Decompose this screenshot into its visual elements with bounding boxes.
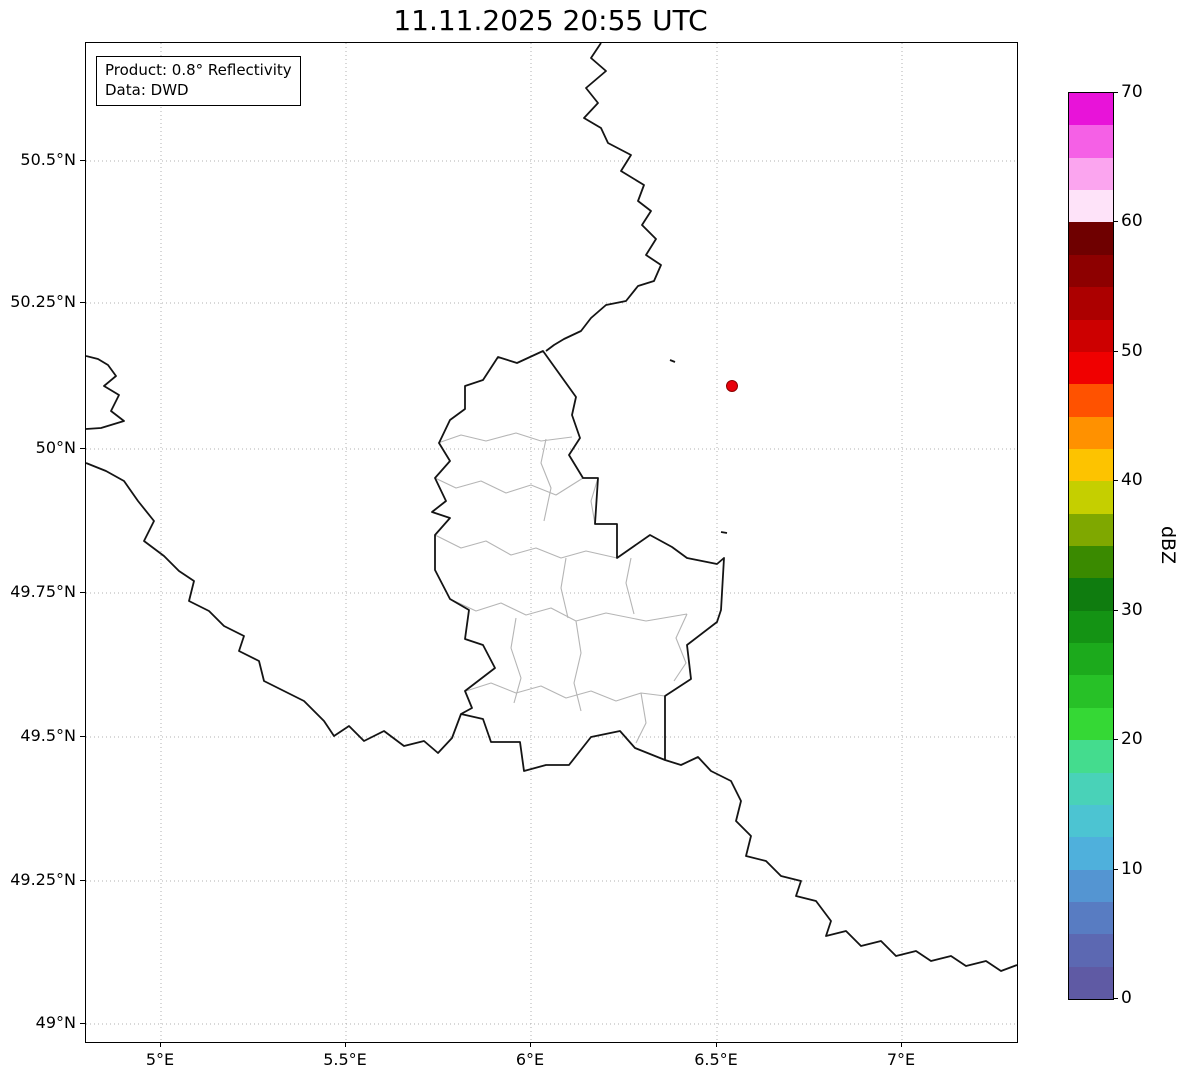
colorbar-band xyxy=(1069,901,1113,935)
canton-border xyxy=(635,692,647,744)
y-axis-tick-label: 49°N xyxy=(35,1013,76,1032)
x-axis-tick-label: 6.5°E xyxy=(694,1050,738,1069)
x-axis-tickmark xyxy=(901,1042,902,1047)
canton-border xyxy=(540,438,552,522)
colorbar-tick-label: 50 xyxy=(1121,340,1143,361)
colorbar-band xyxy=(1069,513,1113,547)
y-axis-tick-label: 49.5°N xyxy=(20,726,76,745)
colorbar-tick-label: 40 xyxy=(1121,470,1143,491)
x-axis-tick-label: 6°E xyxy=(515,1050,545,1069)
x-axis-tickmark xyxy=(530,1042,531,1047)
product-line: Product: 0.8° Reflectivity xyxy=(105,61,292,79)
colorbar xyxy=(1068,92,1114,1000)
colorbar-tickmark xyxy=(1113,221,1118,223)
canton-border xyxy=(465,682,666,702)
luxembourg-border xyxy=(431,350,725,772)
colorbar-tickmark xyxy=(1113,350,1118,352)
colorbar-band xyxy=(1069,222,1113,255)
colorbar-band xyxy=(1069,869,1113,902)
colorbar-band xyxy=(1069,157,1113,191)
colorbar-tick-label: 0 xyxy=(1121,988,1132,1008)
colorbar-band xyxy=(1069,675,1113,708)
colorbar-band xyxy=(1069,384,1113,417)
y-axis-tickmark xyxy=(80,736,85,737)
national-border xyxy=(669,359,676,363)
colorbar-tick-label: 30 xyxy=(1121,599,1143,620)
canton-border xyxy=(510,617,522,704)
colorbar-tickmark xyxy=(1113,480,1118,482)
x-axis-tickmark xyxy=(160,1042,161,1047)
colorbar-band xyxy=(1069,287,1113,320)
data-source-line: Data: DWD xyxy=(105,81,189,100)
y-axis-tick-label: 49.75°N xyxy=(10,582,76,601)
colorbar-band xyxy=(1069,837,1113,870)
colorbar-band xyxy=(1069,578,1113,611)
x-axis-tickmark xyxy=(716,1042,717,1047)
colorbar-band xyxy=(1069,351,1113,385)
canton-border xyxy=(434,534,618,559)
x-axis-tick-label: 7°E xyxy=(886,1050,916,1069)
colorbar-band xyxy=(1069,254,1113,288)
x-axis-tick-label: 5°E xyxy=(145,1050,175,1069)
y-axis-tickmark xyxy=(80,448,85,449)
colorbar-tickmark xyxy=(1113,998,1118,999)
figure-title: 11.11.2025 20:55 UTC xyxy=(393,4,708,37)
colorbar-band xyxy=(1069,416,1113,449)
colorbar-tickmark xyxy=(1113,609,1118,611)
y-axis-tickmark xyxy=(80,592,85,593)
canton-border xyxy=(560,557,569,619)
colorbar-band xyxy=(1069,934,1113,967)
canton-border xyxy=(434,477,584,496)
y-axis-tick-label: 50.5°N xyxy=(20,150,76,169)
colorbar-band xyxy=(1069,448,1113,482)
y-axis-tickmark xyxy=(80,160,85,161)
colorbar-tick-label: 20 xyxy=(1121,729,1143,750)
x-axis-tickmark xyxy=(345,1042,346,1047)
y-axis-tick-label: 50°N xyxy=(35,438,76,457)
map-plot: Product: 0.8° Reflectivity Data: DWD xyxy=(85,42,1018,1043)
colorbar-band xyxy=(1069,740,1113,773)
colorbar-band xyxy=(1069,643,1113,676)
y-axis-tick-label: 50.25°N xyxy=(10,292,76,311)
y-axis-tickmark xyxy=(80,1023,85,1024)
y-axis-tickmark xyxy=(80,302,85,303)
canton-border xyxy=(590,477,599,525)
colorbar-tickmark xyxy=(1113,868,1118,870)
canton-border xyxy=(437,432,573,444)
colorbar-tickmark xyxy=(1113,739,1118,741)
product-info-box: Product: 0.8° Reflectivity Data: DWD xyxy=(96,56,301,106)
colorbar-band xyxy=(1069,546,1113,579)
colorbar-band xyxy=(1069,804,1113,838)
x-axis-tick-label: 5.5°E xyxy=(323,1050,367,1069)
national-border xyxy=(664,756,1017,972)
national-border xyxy=(720,531,728,534)
colorbar-band xyxy=(1069,772,1113,805)
national-border xyxy=(86,462,462,754)
national-border xyxy=(86,355,125,430)
colorbar-band xyxy=(1069,966,1113,1000)
canton-border xyxy=(625,557,635,615)
radar-location-marker xyxy=(726,380,738,392)
canton-border xyxy=(673,613,688,682)
colorbar-tick-label: 70 xyxy=(1121,82,1143,102)
y-axis-tick-label: 49.25°N xyxy=(10,870,76,889)
colorbar-band xyxy=(1069,481,1113,514)
map-canvas xyxy=(86,43,1017,1042)
colorbar-band xyxy=(1069,707,1113,741)
colorbar-band xyxy=(1069,93,1113,126)
canton-border xyxy=(449,598,688,622)
national-border xyxy=(545,43,662,352)
y-axis-tickmark xyxy=(80,880,85,881)
colorbar-band xyxy=(1069,610,1113,644)
colorbar-band xyxy=(1069,319,1113,352)
canton-border xyxy=(573,620,582,712)
colorbar-tickmark xyxy=(1113,92,1118,93)
colorbar-tick-label: 10 xyxy=(1121,858,1143,879)
colorbar-band xyxy=(1069,190,1113,223)
colorbar-tick-label: 60 xyxy=(1121,211,1143,232)
colorbar-band xyxy=(1069,125,1113,158)
colorbar-unit-label: dBZ xyxy=(1157,525,1179,565)
